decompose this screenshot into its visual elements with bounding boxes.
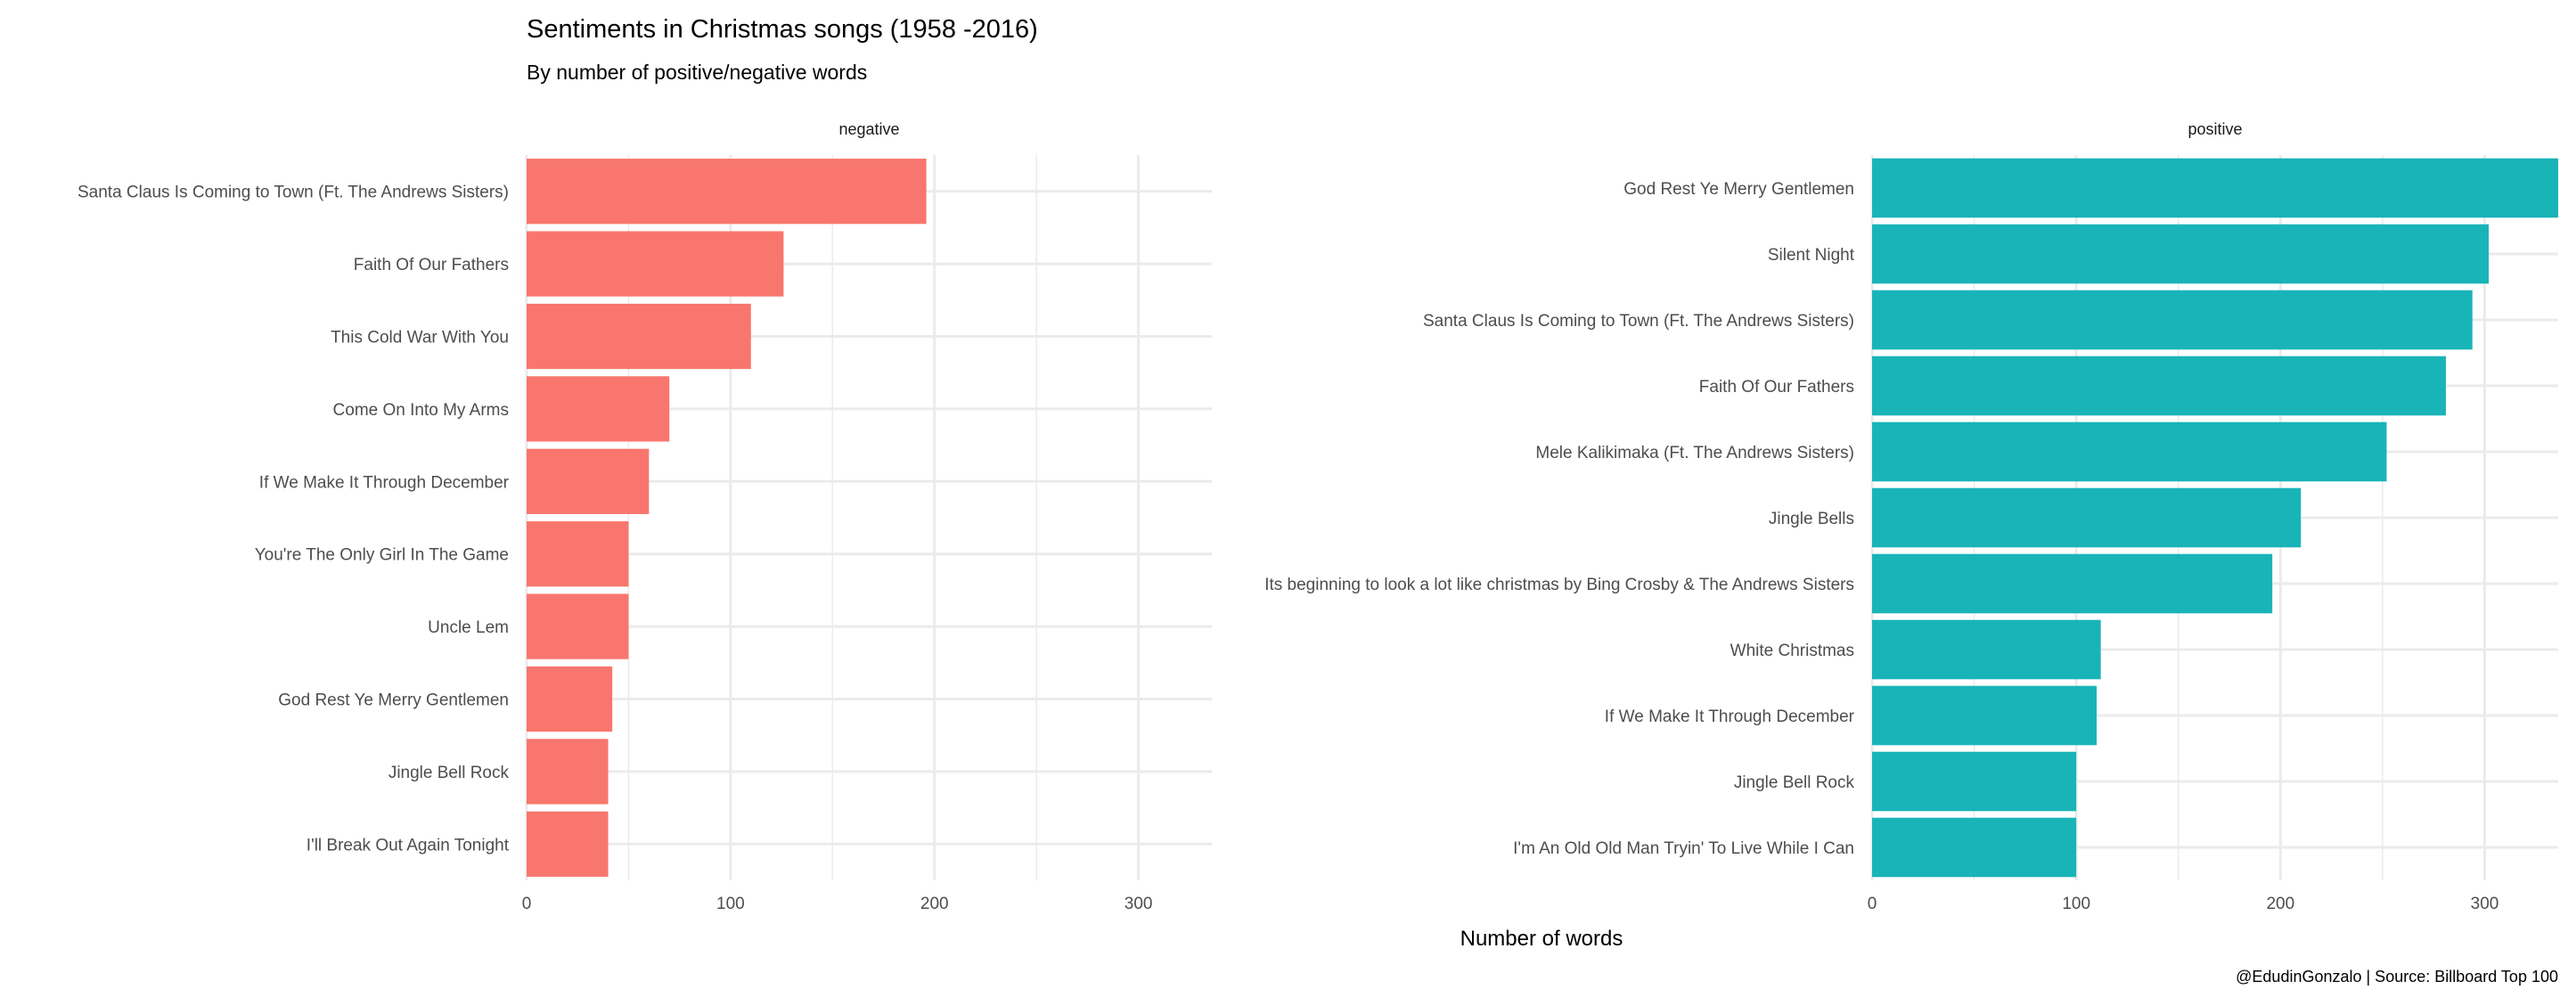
bar-positive — [1872, 356, 2446, 416]
category-label: Silent Night — [1768, 246, 1855, 265]
category-label: This Cold War With You — [331, 329, 509, 348]
x-tick-label: 0 — [522, 895, 532, 913]
x-tick-label: 200 — [2266, 895, 2294, 913]
bar-positive — [1872, 224, 2490, 284]
facet-label-negative: negative — [838, 120, 899, 138]
bar-negative — [527, 739, 609, 805]
chart-caption: @EdudinGonzalo | Source: Billboard Top 1… — [2236, 968, 2558, 986]
bar-negative — [527, 521, 629, 587]
category-label: Jingle Bell Rock — [388, 764, 510, 782]
bar-positive — [1872, 817, 2077, 878]
category-label: If We Make It Through December — [259, 473, 510, 492]
x-tick-label: 100 — [716, 895, 745, 913]
x-tick-label: 300 — [2471, 895, 2499, 913]
category-label: White Christmas — [1730, 642, 1854, 660]
category-label: Faith Of Our Fathers — [354, 256, 509, 274]
category-label: Jingle Bells — [1769, 510, 1854, 528]
category-label: God Rest Ye Merry Gentlemen — [1623, 180, 1854, 199]
category-label: Mele Kalikimaka (Ft. The Andrews Sisters… — [1535, 444, 1854, 462]
bar-negative — [527, 811, 609, 877]
bar-negative — [527, 303, 751, 370]
bar-negative — [527, 448, 650, 514]
x-tick-label: 200 — [920, 895, 949, 913]
category-label: Its beginning to look a lot like christm… — [1264, 576, 1854, 594]
bar-positive — [1872, 619, 2101, 680]
bar-positive — [1872, 751, 2077, 812]
bar-positive — [1872, 487, 2302, 548]
x-tick-label: 0 — [1868, 895, 1877, 913]
bar-negative — [527, 231, 784, 297]
category-label: Uncle Lem — [428, 618, 509, 637]
category-label: Santa Claus Is Coming to Town (Ft. The A… — [1423, 312, 1854, 331]
x-axis-label: Number of words — [1460, 927, 1623, 951]
bar-negative — [527, 666, 613, 732]
bar-positive — [1872, 290, 2473, 350]
category-label: Faith Of Our Fathers — [1699, 378, 1854, 397]
bar-negative — [527, 593, 629, 659]
bar-positive — [1872, 553, 2273, 614]
bar-positive — [1872, 158, 2558, 218]
category-label: I'm An Old Old Man Tryin' To Live While … — [1513, 839, 1854, 858]
panel-negative: negative Santa Claus Is Coming to Town (F… — [78, 120, 1212, 913]
bar-negative — [527, 159, 927, 225]
category-label: I'll Break Out Again Tonight — [307, 836, 510, 855]
facet-label-positive: positive — [2188, 120, 2242, 138]
bar-positive — [1872, 421, 2387, 482]
x-tick-label: 100 — [2062, 895, 2090, 913]
chart-title: Sentiments in Christmas songs (1958 -201… — [527, 15, 1038, 44]
category-label: God Rest Ye Merry Gentlemen — [278, 691, 509, 710]
category-label: Santa Claus Is Coming to Town (Ft. The A… — [78, 184, 509, 202]
category-label: Jingle Bell Rock — [1734, 773, 1855, 792]
category-label: Come On Into My Arms — [333, 401, 509, 420]
category-label: You're The Only Girl In The Game — [255, 546, 509, 565]
panel-positive: positive God Rest Ye Merry Gentlemen Silen… — [1264, 120, 2558, 913]
chart-subtitle: By number of positive/negative words — [527, 61, 867, 84]
bar-positive — [1872, 685, 2098, 746]
bar-negative — [527, 376, 670, 442]
x-tick-label: 300 — [1124, 895, 1153, 913]
category-label: If We Make It Through December — [1605, 707, 1855, 726]
facet-panels: negative Santa Claus Is Coming to Town (F… — [78, 120, 2558, 913]
